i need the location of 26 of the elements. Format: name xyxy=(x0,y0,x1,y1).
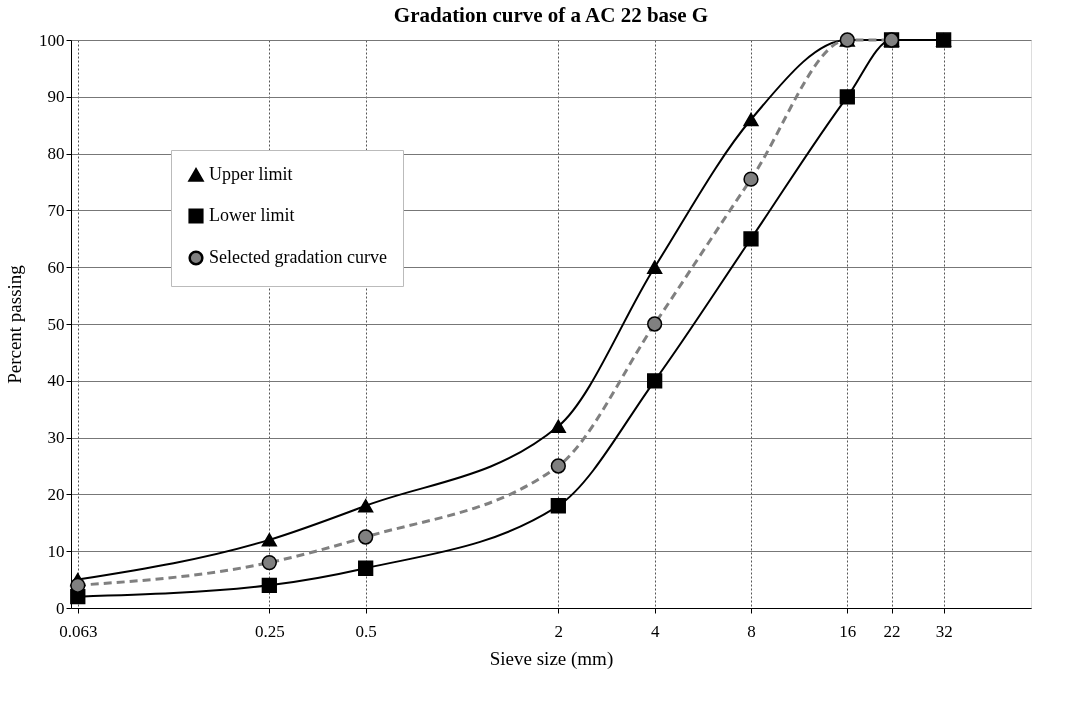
y-tick-label: 90 xyxy=(47,87,65,107)
legend-label: Lower limit xyxy=(209,205,295,225)
y-tick-label: 100 xyxy=(39,30,65,50)
legend-label: Upper limit xyxy=(209,164,293,184)
x-tick-label: 0.5 xyxy=(355,621,377,641)
y-tick-label: 70 xyxy=(47,200,65,220)
x-tick-label: 32 xyxy=(935,621,953,641)
y-tick-label: 50 xyxy=(47,314,65,334)
x-axis-title: Sieve size (mm) xyxy=(489,647,614,670)
x-tick-label: 16 xyxy=(839,621,857,641)
y-tick-label: 30 xyxy=(47,428,65,448)
x-tick-label: 0.063 xyxy=(59,621,98,641)
x-tick-label: 0.25 xyxy=(254,621,285,641)
chart-title: Gradation curve of a AC 22 base G xyxy=(393,3,709,28)
legend-label: Selected gradation curve xyxy=(209,247,387,267)
y-tick-label: 20 xyxy=(47,484,65,504)
x-tick-label: 2 xyxy=(554,621,564,641)
y-axis-title: Percent passing xyxy=(4,264,25,384)
y-tick-label: 60 xyxy=(47,257,65,277)
y-tick-label: 10 xyxy=(47,541,65,561)
x-tick-label: 22 xyxy=(883,621,901,641)
x-tick-label: 4 xyxy=(650,621,660,641)
y-tick-label: 0 xyxy=(56,598,65,618)
y-tick-label: 80 xyxy=(47,144,65,164)
x-tick-label: 8 xyxy=(747,621,756,641)
y-tick-label: 40 xyxy=(47,371,65,391)
